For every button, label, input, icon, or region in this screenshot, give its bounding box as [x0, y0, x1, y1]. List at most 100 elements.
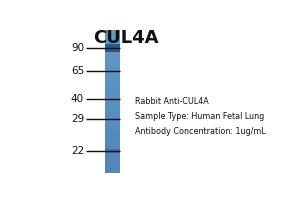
Bar	[105, 84, 120, 86]
Bar	[105, 67, 120, 69]
Bar	[105, 38, 120, 40]
Bar	[105, 121, 120, 123]
Bar	[105, 30, 120, 32]
Bar	[105, 80, 120, 82]
Bar	[105, 133, 120, 135]
Text: Antibody Concentration: 1ug/mL: Antibody Concentration: 1ug/mL	[135, 127, 266, 136]
Bar	[105, 45, 120, 47]
Bar	[105, 166, 120, 168]
Bar	[105, 131, 120, 133]
Bar	[105, 134, 120, 136]
Bar	[105, 94, 120, 96]
Bar	[105, 146, 120, 148]
Bar	[105, 153, 120, 155]
Bar	[105, 156, 120, 158]
Bar	[105, 150, 120, 152]
Bar	[105, 113, 120, 115]
Text: Rabbit Anti-CUL4A: Rabbit Anti-CUL4A	[135, 97, 209, 106]
Bar	[105, 167, 120, 169]
Bar	[105, 118, 120, 120]
Bar	[105, 88, 120, 90]
Bar	[105, 76, 120, 77]
Bar	[105, 139, 120, 140]
Bar	[105, 51, 120, 53]
Bar	[105, 50, 120, 52]
Bar	[105, 31, 120, 33]
Bar	[105, 123, 120, 125]
Bar	[105, 171, 120, 173]
Bar	[105, 101, 120, 103]
Bar	[105, 117, 120, 119]
Bar	[105, 136, 120, 138]
Bar	[105, 41, 120, 43]
Bar	[105, 144, 120, 146]
Text: Sample Type: Human Fetal Lung: Sample Type: Human Fetal Lung	[135, 112, 264, 121]
Bar	[105, 151, 120, 153]
Bar	[105, 103, 120, 105]
Bar	[105, 37, 120, 39]
Bar	[105, 58, 120, 60]
Bar	[105, 147, 120, 149]
Bar	[105, 74, 120, 76]
Bar	[105, 33, 120, 34]
Bar	[105, 40, 120, 42]
Bar	[105, 91, 120, 93]
Bar	[105, 143, 120, 145]
Bar	[105, 43, 120, 44]
Bar	[105, 71, 120, 73]
Bar	[105, 111, 120, 113]
Bar	[105, 149, 120, 150]
Bar	[105, 54, 120, 56]
Bar	[105, 106, 120, 107]
Text: 40: 40	[71, 94, 84, 104]
Bar	[105, 129, 120, 130]
Bar	[105, 60, 120, 62]
Bar	[105, 64, 120, 66]
Bar	[105, 97, 120, 99]
Bar	[105, 70, 120, 72]
Bar	[105, 160, 120, 162]
Bar	[105, 157, 120, 159]
Bar	[105, 169, 120, 171]
Bar	[105, 114, 120, 116]
Bar	[105, 57, 120, 59]
Bar	[105, 86, 120, 87]
Bar	[105, 163, 120, 165]
Bar	[105, 104, 120, 106]
Bar	[105, 108, 120, 110]
Bar	[105, 48, 120, 50]
Bar	[105, 55, 120, 57]
Bar	[105, 140, 120, 142]
Bar	[105, 110, 120, 112]
Bar	[105, 170, 120, 172]
Bar	[105, 47, 120, 49]
Bar	[105, 149, 120, 153]
Text: CUL4A: CUL4A	[93, 29, 159, 47]
Bar	[105, 61, 120, 63]
Text: 65: 65	[71, 66, 84, 76]
Bar	[105, 93, 120, 95]
Bar	[105, 116, 120, 118]
Bar	[105, 164, 120, 166]
Bar	[105, 81, 120, 83]
Bar	[105, 126, 120, 128]
Bar	[105, 159, 120, 160]
Text: 22: 22	[71, 146, 84, 156]
Bar	[105, 63, 120, 65]
Bar	[105, 107, 120, 109]
Bar	[105, 98, 120, 100]
Bar	[105, 127, 120, 129]
Bar	[105, 83, 120, 85]
Bar	[105, 78, 120, 80]
Bar	[105, 77, 120, 79]
Bar	[105, 87, 120, 89]
Bar	[105, 120, 120, 122]
Bar	[105, 44, 120, 52]
Bar	[105, 90, 120, 92]
Bar	[105, 66, 120, 67]
Bar	[105, 154, 120, 156]
Bar	[105, 137, 120, 139]
Bar	[105, 68, 120, 70]
Bar	[105, 35, 120, 37]
Bar	[105, 96, 120, 97]
